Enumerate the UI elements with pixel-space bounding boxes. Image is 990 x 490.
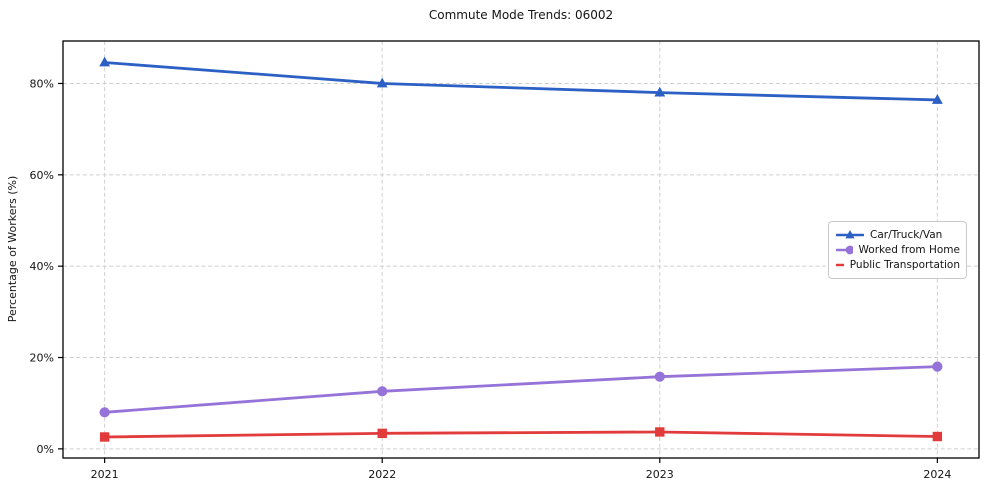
legend-item: Worked from Home xyxy=(836,242,960,257)
circle-marker xyxy=(654,371,665,382)
y-tick-label: 80% xyxy=(30,77,54,90)
x-tick-label: 2023 xyxy=(646,468,674,481)
legend-item: Car/Truck/Van xyxy=(836,227,960,242)
x-tick-label: 2021 xyxy=(91,468,119,481)
triangle-marker xyxy=(845,229,855,238)
circle-marker xyxy=(932,361,943,372)
circle-legend-icon xyxy=(836,245,853,255)
triangle-legend-icon xyxy=(836,229,864,238)
triangle-marker xyxy=(99,56,111,67)
y-tick-label: 20% xyxy=(30,352,54,365)
y-tick-label: 40% xyxy=(30,260,54,273)
plot-border xyxy=(62,40,980,459)
series-line-worked-from-home xyxy=(103,365,939,414)
square-legend-icon xyxy=(836,264,844,267)
x-tick-label: 2024 xyxy=(923,468,951,481)
legend-item: Public Transportation xyxy=(836,258,960,273)
chart-title: Commute Mode Trends: 06002 xyxy=(428,8,614,22)
triangle-marker xyxy=(376,77,388,88)
circle-marker xyxy=(377,386,388,397)
x-tick-label: 2022 xyxy=(368,468,396,481)
y-tick-label: 0% xyxy=(37,443,54,456)
square-marker xyxy=(932,431,943,442)
legend-label: Worked from Home xyxy=(858,243,960,256)
triangle-marker xyxy=(931,94,943,104)
series-line-car-truck-van xyxy=(103,61,939,102)
y-tick-label: 60% xyxy=(30,169,54,182)
square-marker xyxy=(655,427,665,437)
legend: Car/Truck/Van Worked from Home Public Tran… xyxy=(828,221,967,279)
square-marker xyxy=(99,432,110,442)
circle-marker xyxy=(99,407,110,418)
legend-label: Public Transportation xyxy=(849,259,960,272)
square-marker xyxy=(377,428,387,439)
circle-marker xyxy=(845,245,853,255)
legend-label: Car/Truck/Van xyxy=(870,228,943,241)
triangle-marker xyxy=(654,86,666,97)
series-line-public-transportation xyxy=(103,430,939,439)
